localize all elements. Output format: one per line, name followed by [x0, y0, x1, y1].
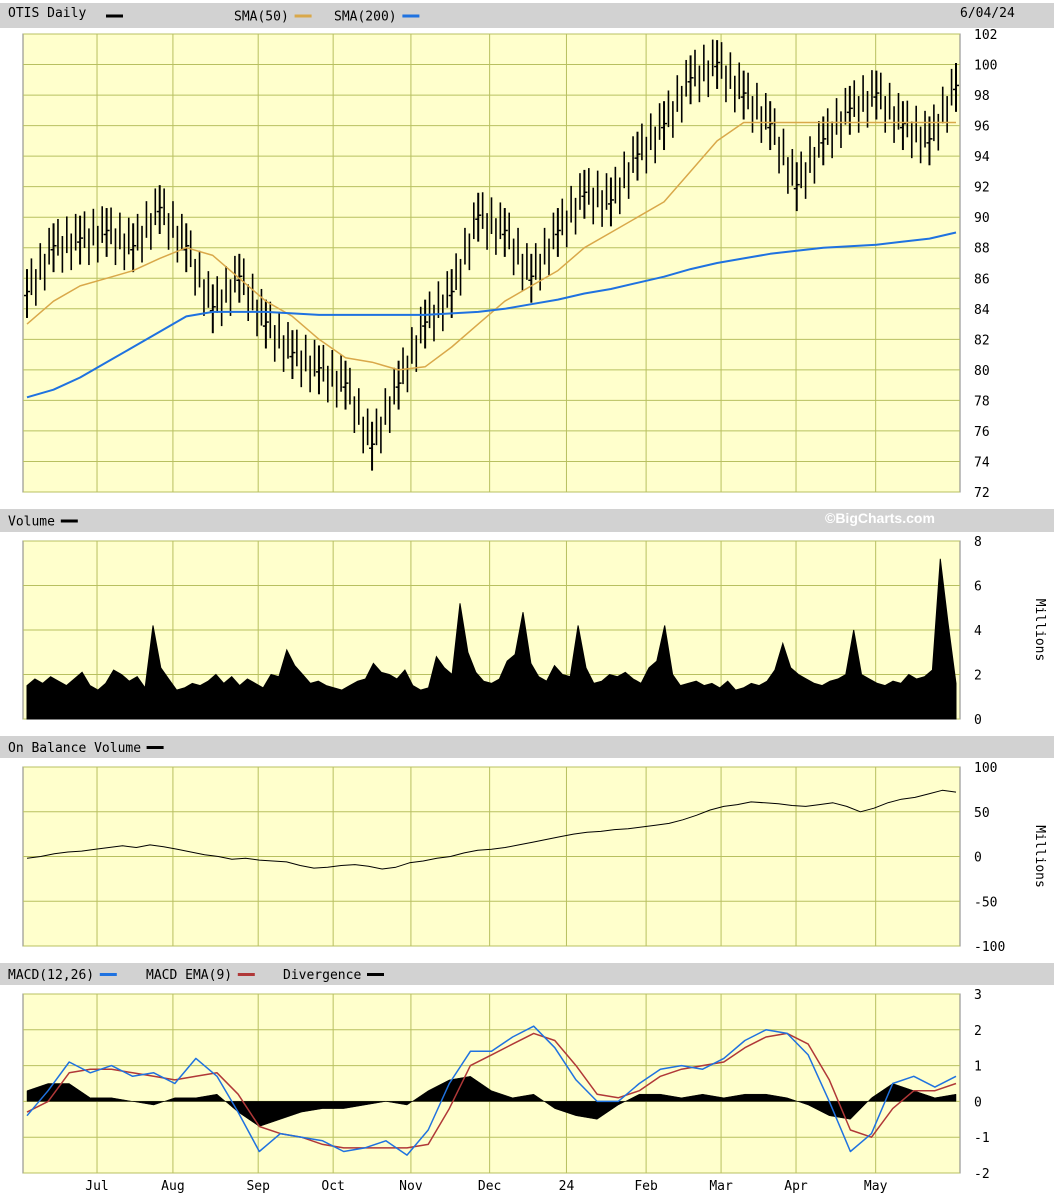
legend-strip: [0, 3, 1054, 28]
y-tick-label: 90: [974, 211, 990, 226]
legend-strip: [0, 963, 1054, 985]
y-tick-label: 3: [974, 988, 982, 1003]
x-tick-label: 24: [559, 1179, 575, 1194]
x-tick-label: Dec: [478, 1179, 501, 1194]
y-tick-label: 96: [974, 120, 990, 135]
y-tick-label: 80: [974, 364, 990, 379]
legend-label: SMA(50): [234, 10, 289, 25]
plot-area: [22, 993, 961, 1174]
y-tick-label: 74: [974, 455, 990, 470]
y-tick-label: 88: [974, 242, 990, 257]
y-tick-label: 82: [974, 333, 990, 348]
chart-title: OTIS Daily: [8, 6, 86, 21]
y-tick-label: -50: [974, 895, 997, 910]
y-tick-label: 1: [974, 1060, 982, 1075]
y-tick-label: 94: [974, 150, 990, 165]
legend-swatch: [294, 14, 312, 18]
y-tick-label: -2: [974, 1167, 990, 1182]
sma200-line: [26, 231, 957, 399]
y-tick-label: 2: [974, 669, 982, 684]
watermark: ©BigCharts.com: [825, 510, 935, 526]
legend-swatch: [146, 746, 164, 749]
y-tick-label: 100: [974, 761, 997, 776]
plot-area: [22, 33, 961, 493]
y-axis-label: Millions: [1032, 825, 1047, 888]
macd-ema-line: [26, 1032, 957, 1149]
legend-swatch: [106, 14, 123, 18]
legend-swatch: [367, 973, 384, 976]
y-tick-label: 84: [974, 303, 990, 318]
legend-label: Volume: [8, 515, 55, 530]
chart-date: 6/04/24: [960, 6, 1015, 21]
y-axis-label: Millions: [1032, 599, 1047, 662]
price-bars: [24, 39, 959, 471]
y-tick-label: 86: [974, 272, 990, 287]
y-tick-label: 76: [974, 425, 990, 440]
volume-area: [26, 558, 957, 720]
legend-swatch: [402, 14, 420, 18]
x-tick-label: Apr: [784, 1179, 808, 1194]
legend-label: MACD EMA(9): [146, 968, 232, 983]
legend-swatch: [60, 519, 78, 523]
x-tick-label: Oct: [321, 1179, 344, 1194]
y-tick-label: 0: [974, 851, 982, 866]
x-tick-label: Nov: [399, 1179, 423, 1194]
x-tick-label: Mar: [709, 1179, 733, 1194]
y-tick-label: 72: [974, 486, 990, 501]
y-tick-label: 92: [974, 181, 990, 196]
y-tick-label: 4: [974, 624, 982, 639]
sma50-line: [26, 121, 956, 371]
y-tick-label: 8: [974, 535, 982, 550]
legend-swatch: [99, 973, 117, 976]
legend-strip: [0, 736, 1054, 758]
x-tick-label: Sep: [246, 1179, 270, 1194]
y-tick-label: 0: [974, 1095, 982, 1110]
x-tick-label: Feb: [634, 1179, 658, 1194]
y-tick-label: 2: [974, 1024, 982, 1039]
y-tick-label: 100: [974, 59, 997, 74]
obv-line: [26, 789, 957, 870]
y-tick-label: 0: [974, 713, 982, 728]
legend-label: On Balance Volume: [8, 741, 141, 756]
legend-label: MACD(12,26): [8, 968, 94, 983]
y-tick-label: 50: [974, 806, 990, 821]
x-tick-label: Jul: [85, 1179, 108, 1194]
legend-label: Divergence: [283, 968, 361, 983]
y-tick-label: -1: [974, 1131, 990, 1146]
y-tick-label: -100: [974, 940, 1005, 955]
y-tick-label: 102: [974, 28, 997, 43]
y-tick-label: 6: [974, 580, 982, 595]
macd-line: [26, 1025, 957, 1156]
legend-strip: [0, 509, 1054, 532]
y-tick-label: 98: [974, 89, 990, 104]
divergence-area: [26, 1076, 957, 1127]
y-tick-label: 78: [974, 394, 990, 409]
legend-swatch: [237, 973, 255, 976]
x-tick-label: Aug: [161, 1179, 184, 1194]
legend-label: SMA(200): [334, 10, 397, 25]
x-tick-label: May: [864, 1179, 888, 1194]
